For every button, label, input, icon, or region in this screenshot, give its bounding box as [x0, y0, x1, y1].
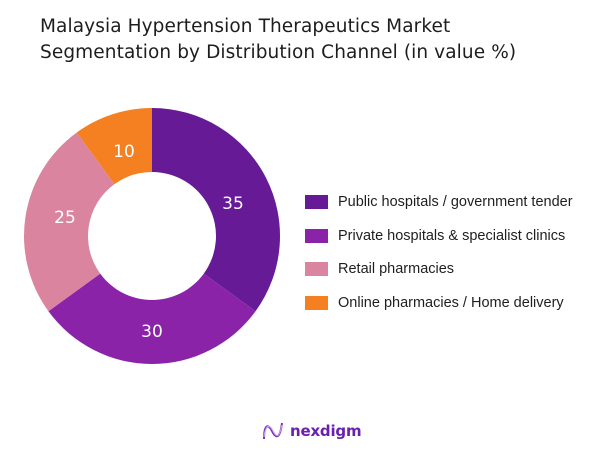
- nexdigm-wave-logo-icon: [263, 422, 283, 440]
- donut-slice-retail-pharmacies: [24, 132, 115, 312]
- legend-item-retail-pharmacies: Retail pharmacies: [305, 260, 573, 278]
- logo-text: nexdigm: [290, 422, 362, 440]
- donut-slice-public-hospitals: [152, 108, 280, 312]
- donut-slice-online-pharmacies: [76, 108, 152, 185]
- nexdigm-logo: nexdigm: [262, 421, 362, 441]
- legend-label: Public hospitals / government tender: [338, 194, 573, 210]
- slice-label-retail-pharmacies: 25: [54, 208, 76, 228]
- donut-slice-private-hospitals: [48, 273, 256, 365]
- slice-label-private-hospitals: 30: [141, 322, 163, 342]
- chart-title-line-1: Malaysia Hypertension Therapeutics Marke…: [40, 16, 451, 37]
- legend-item-public-hospitals: Public hospitals / government tender: [305, 193, 573, 211]
- legend-label: Private hospitals & specialist clinics: [338, 227, 566, 244]
- chart-title: Malaysia Hypertension Therapeutics Marke…: [40, 14, 516, 66]
- legend-swatch-retail-pharmacies: [305, 262, 328, 276]
- chart-legend: Public hospitals / government tender Pri…: [305, 193, 573, 327]
- chart-title-line-2: Segmentation by Distribution Channel (in…: [40, 42, 517, 63]
- legend-label: Online pharmacies / Home delivery: [338, 294, 564, 311]
- legend-swatch-online-pharmacies: [305, 295, 328, 310]
- legend-swatch-private-hospitals: [305, 228, 328, 243]
- legend-label: Retail pharmacies: [338, 261, 455, 277]
- donut-slices: [24, 108, 280, 365]
- legend-item-private-hospitals: Private hospitals & specialist clinics: [305, 227, 573, 245]
- slice-label-public-hospitals: 35: [222, 194, 244, 214]
- legend-item-online-pharmacies: Online pharmacies / Home delivery: [305, 294, 573, 312]
- slice-label-online-pharmacies: 10: [113, 142, 135, 162]
- legend-swatch-public-hospitals: [305, 195, 328, 209]
